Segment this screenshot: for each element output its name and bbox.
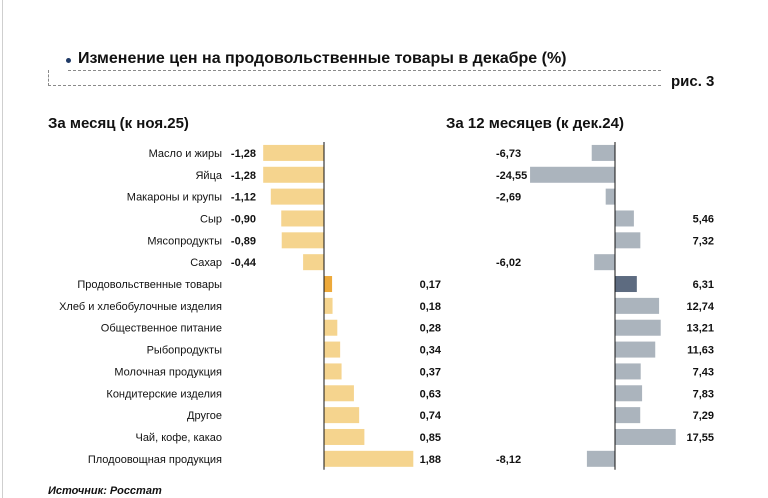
month-value-label: -0,44 <box>231 257 257 269</box>
year-bar <box>586 450 615 467</box>
year-value-label: 11,63 <box>687 345 714 357</box>
year-value-label: -6,73 <box>496 148 521 160</box>
category-label: Продовольственные товары <box>77 279 222 291</box>
category-label: Мясопродукты <box>147 235 222 247</box>
month-value-label: 1,88 <box>420 454 441 466</box>
month-bar <box>303 254 324 271</box>
month-value-label: 0,37 <box>420 366 441 378</box>
category-label: Масло и жиры <box>149 148 222 160</box>
month-value-label: 0,74 <box>420 410 442 422</box>
month-bar <box>263 144 324 161</box>
month-value-label: 0,63 <box>420 388 441 400</box>
chart-title: Изменение цен на продовольственные товар… <box>78 50 567 67</box>
month-bar <box>324 276 333 293</box>
month-value-label: 0,28 <box>420 323 441 335</box>
month-value-label: -1,28 <box>231 170 256 182</box>
year-value-label: 7,32 <box>693 235 714 247</box>
source-note: Источник: Росстат <box>48 485 162 497</box>
title-bullet <box>66 58 71 63</box>
month-bar <box>281 232 324 249</box>
category-label: Сыр <box>200 213 222 225</box>
month-value-label: -0,90 <box>231 213 256 225</box>
year-value-label: -2,69 <box>496 192 521 204</box>
year-value-label: 13,21 <box>686 323 714 335</box>
year-value-label: 17,55 <box>686 432 714 444</box>
year-value-label: -8,12 <box>496 454 521 466</box>
year-value-label: 12,74 <box>686 301 714 313</box>
category-label: Яйца <box>195 170 222 182</box>
year-bar <box>615 232 641 249</box>
year-bar <box>615 341 656 358</box>
category-label: Другое <box>187 410 222 422</box>
category-label: Чай, кофе, какао <box>135 432 222 444</box>
month-value-label: -1,12 <box>231 192 256 204</box>
month-bar <box>263 166 324 183</box>
month-bar <box>270 188 324 205</box>
year-value-label: 6,31 <box>693 279 714 291</box>
month-value-label: -0,89 <box>231 235 256 247</box>
month-bar <box>324 341 341 358</box>
year-bar <box>615 363 641 380</box>
year-bar <box>591 144 615 161</box>
year-bar <box>615 319 661 336</box>
month-value-label: 0,18 <box>420 301 441 313</box>
year-bar <box>615 276 637 293</box>
year-value-label: 7,43 <box>693 366 714 378</box>
year-value-label: -24,55 <box>496 170 527 182</box>
month-bar <box>324 428 365 445</box>
year-bar <box>615 428 676 445</box>
month-bar <box>324 385 354 402</box>
month-bar <box>324 297 333 314</box>
panel-title-month: За месяц (к ноя.25) <box>48 115 189 132</box>
year-value-label: 5,46 <box>693 213 714 225</box>
panel-title-year: За 12 месяцев (к дек.24) <box>446 115 624 132</box>
month-bar <box>324 319 338 336</box>
category-label: Кондитерские изделия <box>106 388 222 400</box>
category-label: Рыбопродукты <box>147 345 223 357</box>
year-bar <box>615 297 660 314</box>
title-frame-gap <box>49 68 66 72</box>
figure-label: рис. 3 <box>671 73 715 90</box>
title-frame-line <box>48 70 661 86</box>
year-value-label: 7,83 <box>693 388 714 400</box>
month-bar <box>324 450 414 467</box>
month-bar <box>324 407 360 424</box>
category-label: Общественное питание <box>101 323 222 335</box>
month-value-label: 0,34 <box>420 345 442 357</box>
year-bar <box>615 407 641 424</box>
category-label: Макароны и крупы <box>127 192 222 204</box>
year-bar <box>615 385 643 402</box>
year-value-label: 7,29 <box>693 410 714 422</box>
year-bar <box>530 166 615 183</box>
month-value-label: -1,28 <box>231 148 256 160</box>
month-bar <box>324 363 342 380</box>
year-value-label: -6,02 <box>496 257 521 269</box>
category-label: Плодоовощная продукция <box>88 454 222 466</box>
month-bar <box>281 210 324 227</box>
year-bar <box>615 210 634 227</box>
category-label: Сахар <box>190 257 222 269</box>
category-label: Молочная продукция <box>114 366 222 378</box>
month-value-label: 0,17 <box>420 279 441 291</box>
year-bar <box>605 188 615 205</box>
month-value-label: 0,85 <box>420 432 441 444</box>
year-bar <box>594 254 615 271</box>
category-label: Хлеб и хлебобулочные изделия <box>59 301 222 313</box>
page-border <box>2 0 3 498</box>
